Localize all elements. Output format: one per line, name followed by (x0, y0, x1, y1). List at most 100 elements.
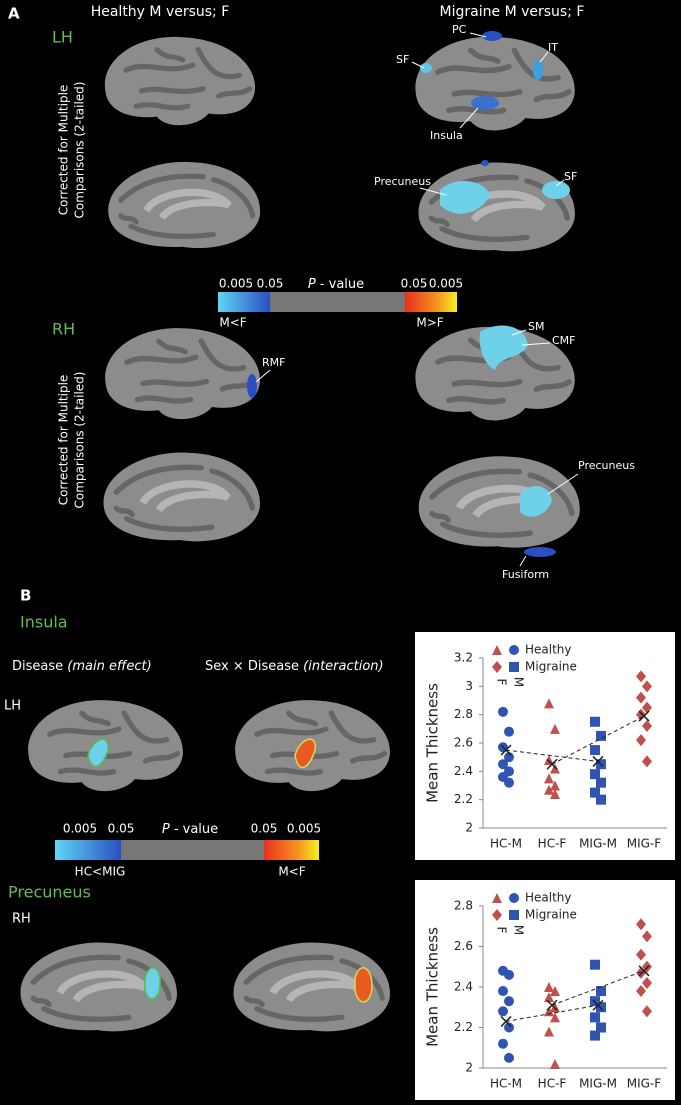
point (498, 759, 508, 770)
point (636, 948, 646, 961)
point (509, 662, 519, 672)
mean-line (551, 715, 645, 765)
point (498, 706, 508, 717)
point (492, 661, 502, 673)
colorbar-end: HC<MIG (75, 865, 126, 879)
point (492, 893, 502, 903)
colorbar-tick: 0.005 (63, 822, 97, 836)
activation-blobs (247, 31, 570, 557)
y-tick-label: 2.2 (454, 1020, 473, 1034)
panel-label: A (8, 5, 20, 23)
chart: Mean Thickness 2 2.2 2.4 2.6 2.8 HC-M HC-F MIG-M… (415, 880, 675, 1100)
point (550, 986, 560, 997)
point (550, 789, 560, 799)
column-title: Migraine M versus; F (440, 4, 585, 20)
mean-line (505, 749, 599, 762)
chart-background (415, 632, 675, 860)
hemisphere-label: RH (12, 912, 31, 927)
y-tick-label: 3.2 (454, 651, 473, 665)
region-label: Insula (20, 613, 68, 632)
activation-blobs (87, 738, 373, 1003)
mean-line (551, 970, 645, 1006)
annotation: SF (396, 53, 409, 66)
colorbar-tick: 0.005 (287, 822, 321, 836)
side-label: Corrected for Multiple (57, 85, 71, 216)
y-tick-label: 2.8 (454, 899, 473, 913)
y-axis-label: Mean Thickness (424, 683, 442, 803)
colorbar-tick: 0.05 (401, 277, 428, 291)
annotation: SF (564, 170, 577, 183)
point (590, 745, 600, 756)
point (550, 780, 560, 791)
mean-mark (500, 1015, 512, 1027)
point (550, 1012, 560, 1023)
colorbar-title: P - value (162, 822, 218, 837)
point (504, 969, 514, 980)
point (642, 701, 652, 714)
hemisphere-label: LH (52, 28, 73, 47)
colorbar: 0.005 0.05 P - value 0.05 0.005 HC<MIG M… (55, 822, 321, 879)
point (544, 698, 554, 709)
colorbar-tick: 0.005 (219, 277, 253, 291)
point (492, 645, 502, 655)
column-title: Sex × Disease (interaction) (205, 659, 384, 674)
x-tick-label: MIG-M (579, 837, 617, 851)
point (590, 787, 600, 798)
point (550, 1058, 560, 1069)
point (642, 720, 652, 732)
side-label: Comparisons (2-tailed) (73, 82, 87, 219)
point (550, 723, 560, 734)
column-title: Disease (main effect) (12, 659, 152, 674)
region-label: Precuneus (8, 883, 91, 902)
point (590, 1030, 600, 1041)
y-tick-label: 2 (465, 1061, 473, 1075)
colorbar-tick: 0.05 (251, 822, 278, 836)
point (636, 670, 646, 683)
point (636, 985, 646, 998)
point (590, 769, 600, 780)
annotations: PC SF IT Insula Precuneus SF RMF SM CMF … (255, 23, 635, 581)
legend-sex: M (512, 677, 526, 687)
hemisphere-label: LH (4, 699, 21, 714)
mean-line (505, 1004, 599, 1022)
x-tick-label: HC-F (538, 837, 567, 851)
hemisphere-label: RH (52, 320, 75, 339)
point (636, 691, 646, 704)
colorbar-tick: 0.005 (429, 277, 463, 291)
legend-label: Healthy (525, 643, 572, 657)
y-axis-label: Mean Thickness (424, 927, 442, 1047)
colorbar-title: P - value (308, 277, 364, 292)
side-label: Corrected for Multiple (57, 375, 71, 506)
x-tick-label: HC-F (538, 1077, 567, 1091)
annotation: Fusiform (502, 568, 549, 581)
colorbar-tick: 0.05 (108, 822, 135, 836)
point (504, 777, 514, 788)
point (642, 930, 652, 943)
x-tick-label: HC-M (490, 837, 522, 851)
y-tick-label: 2.2 (454, 792, 473, 806)
point (509, 645, 519, 655)
point (590, 959, 600, 970)
legend-sex: M (512, 925, 526, 935)
annotation: IT (548, 41, 558, 54)
point (642, 755, 652, 768)
mean-mark (638, 710, 650, 722)
point (544, 1026, 554, 1037)
y-tick-label: 2.8 (454, 707, 473, 721)
point (590, 716, 600, 727)
y-tick-label: 2.6 (454, 736, 473, 750)
point (642, 1005, 652, 1018)
colorbar: 0.005 0.05 P - value 0.05 0.005 M<F M>F (218, 277, 463, 330)
point (636, 708, 646, 721)
panel-label: B (20, 587, 31, 605)
colorbar-end: M>F (416, 316, 443, 330)
point (498, 1006, 508, 1017)
side-label: Comparisons (2-tailed) (73, 372, 87, 509)
legend-label: Migraine (525, 660, 577, 674)
point (544, 982, 554, 992)
annotation: RMF (262, 356, 285, 369)
annotation: Precuneus (578, 459, 635, 472)
point (504, 996, 514, 1007)
point (596, 794, 606, 805)
